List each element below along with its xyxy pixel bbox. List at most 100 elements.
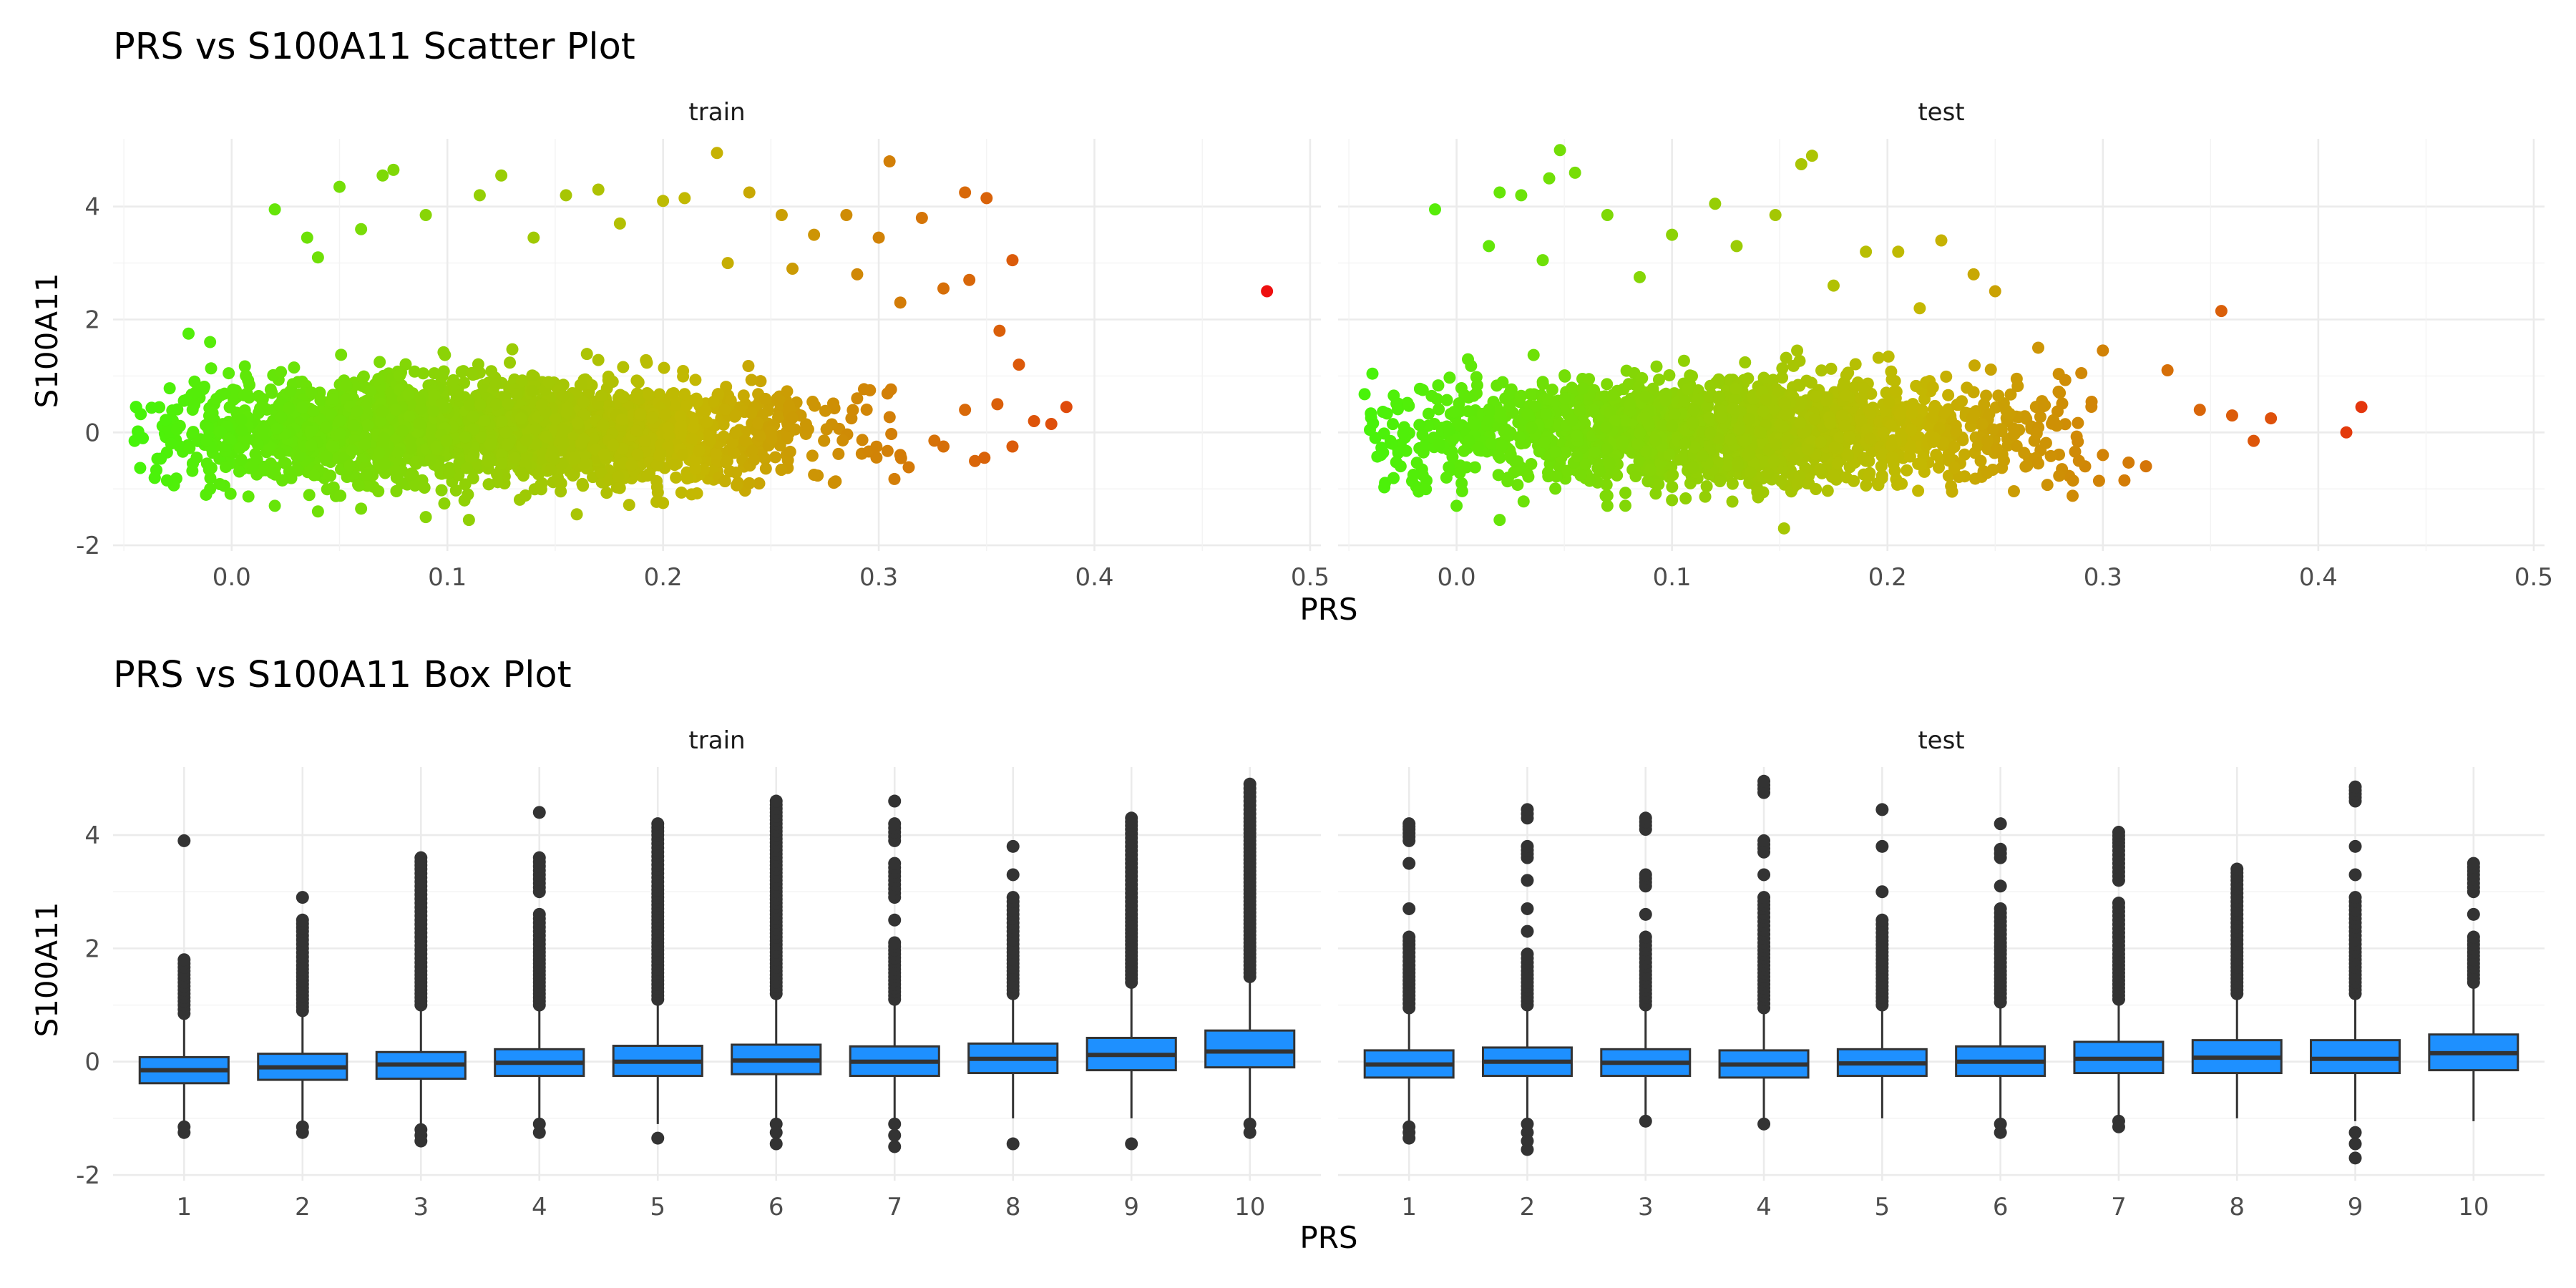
- scatter-test-point: [1440, 394, 1453, 406]
- box-train-outlier: [532, 1126, 546, 1139]
- scatter-train-point: [650, 474, 663, 487]
- scatter-train-point: [532, 468, 545, 481]
- scatter-train-point: [885, 427, 898, 440]
- scatter-train-point: [447, 374, 460, 386]
- scatter-train-point: [376, 405, 389, 418]
- scatter-train-point: [937, 282, 950, 295]
- scatter-train-point: [659, 409, 672, 421]
- scatter-train-point: [467, 410, 479, 423]
- scatter-test-point: [1770, 438, 1782, 451]
- scatter-test-point: [2067, 489, 2079, 502]
- scatter-train-point: [1028, 415, 1040, 428]
- scatter-test-point: [1855, 392, 1868, 405]
- scatter-train-point: [840, 209, 853, 222]
- box-strip-train: train: [688, 726, 745, 755]
- scatter-test-point: [2007, 429, 2020, 441]
- scatter-train-point: [472, 358, 484, 371]
- scatter-train-point: [251, 438, 264, 451]
- scatter-train-point: [689, 462, 702, 475]
- scatter-train-point: [265, 467, 278, 479]
- scatter-train-point: [439, 348, 452, 361]
- scatter-train-point: [303, 489, 316, 502]
- scatter-train-point: [288, 361, 301, 374]
- scatter-train-point: [710, 447, 723, 460]
- scatter-test-point: [1777, 522, 1790, 535]
- scatter-train-point: [769, 451, 781, 464]
- scatter-train-point: [667, 386, 680, 399]
- scatter-test-point: [1767, 454, 1780, 467]
- scatter-train-point: [418, 482, 431, 494]
- scatter-test-point: [1810, 390, 1823, 403]
- scatter-test-point: [1687, 404, 1700, 416]
- scatter-test-point: [1644, 463, 1657, 476]
- scatter-test-point: [1641, 475, 1654, 488]
- scatter-test-point: [2072, 454, 2085, 467]
- scatter-train-point: [687, 413, 700, 426]
- scatter-test-point: [1601, 378, 1614, 391]
- scatter-train-point: [374, 356, 386, 369]
- scatter-test-point: [1593, 465, 1606, 478]
- scatter-train-point: [276, 474, 289, 487]
- scatter-train-point: [155, 452, 167, 465]
- scatter-train-point: [819, 404, 831, 417]
- box-strip-test: test: [1918, 726, 1964, 755]
- scatter-train-point: [547, 453, 560, 466]
- scatter-test-point: [2010, 372, 2023, 385]
- box-train-outlier: [177, 1126, 191, 1139]
- scatter-test-point: [2215, 305, 2228, 318]
- scatter-test-point: [1700, 480, 1713, 493]
- scatter-test-point: [1422, 407, 1435, 420]
- scatter-test-point: [2037, 400, 2050, 413]
- scatter-test-point: [1883, 396, 1896, 409]
- scatter-train-point: [462, 514, 475, 527]
- scatter-train-point: [482, 454, 494, 467]
- box-train-y-tick-label: 0: [84, 1048, 100, 1077]
- scatter-test-point: [1738, 434, 1751, 447]
- scatter-train-point: [307, 404, 320, 417]
- scatter-test-point: [1794, 416, 1807, 429]
- scatter-train-point: [353, 479, 366, 492]
- scatter-train-point: [203, 463, 215, 476]
- scatter-test-point: [1696, 449, 1709, 462]
- scatter-train-point: [883, 155, 896, 168]
- scatter-train-point: [646, 411, 659, 424]
- scatter-test-point: [1462, 391, 1475, 404]
- scatter-test-point: [1777, 420, 1790, 433]
- scatter-test-x-tick-label: 0.4: [2299, 563, 2338, 592]
- scatter-test-point: [1974, 454, 1987, 467]
- scatter-test-point: [1460, 461, 1473, 474]
- scatter-test-point: [1699, 490, 1712, 503]
- scatter-test-point: [1601, 499, 1614, 512]
- scatter-train-point: [223, 367, 235, 380]
- scatter-train-point: [617, 361, 630, 374]
- box-train-outlier: [888, 936, 902, 950]
- scatter-test-point: [1986, 423, 1999, 436]
- scatter-test-point: [1732, 460, 1745, 473]
- scatter-train-point: [160, 414, 172, 426]
- scatter-test-point: [1896, 477, 1908, 490]
- scatter-train-point: [475, 431, 488, 444]
- scatter-train-point: [204, 336, 217, 348]
- scatter-test-point: [2092, 474, 2105, 487]
- scatter-train-point: [351, 405, 364, 418]
- scatter-test-point: [2097, 449, 2109, 462]
- scatter-train-point: [419, 209, 432, 222]
- scatter-train-point: [720, 456, 733, 469]
- scatter-train-point: [582, 386, 595, 399]
- scatter-train-point: [270, 422, 283, 435]
- scatter-train-point: [238, 389, 250, 401]
- scatter-train-point: [937, 440, 950, 453]
- scatter-train-point: [827, 397, 840, 410]
- scatter-train-point: [519, 489, 532, 502]
- scatter-test-point: [1619, 487, 1632, 499]
- scatter-train-point: [265, 386, 278, 399]
- scatter-train-point: [238, 360, 251, 373]
- scatter-train-point: [721, 257, 734, 270]
- scatter-test-point: [2122, 456, 2135, 469]
- scatter-train-point: [759, 462, 772, 475]
- scatter-train-point: [390, 471, 403, 484]
- scatter-train-point: [677, 365, 690, 378]
- scatter-test-point: [1666, 419, 1679, 432]
